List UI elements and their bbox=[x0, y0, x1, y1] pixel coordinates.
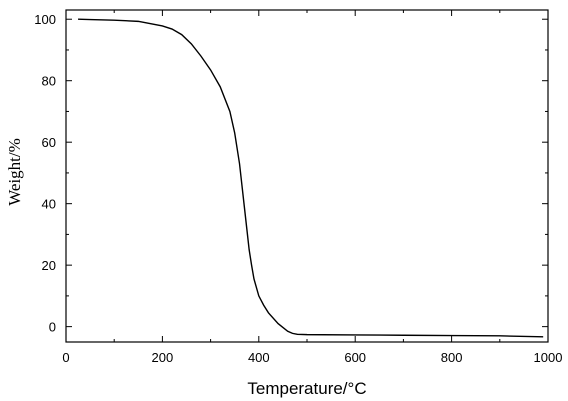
y-tick-label: 100 bbox=[34, 12, 56, 27]
x-tick-label: 1000 bbox=[534, 350, 563, 365]
x-axis-title: Temperature/°C bbox=[247, 379, 366, 398]
plot-frame bbox=[65, 9, 549, 343]
y-tick-label: 0 bbox=[49, 320, 56, 335]
y-tick-label: 20 bbox=[42, 258, 56, 273]
y-tick-label: 60 bbox=[42, 135, 56, 150]
x-axis-ticks: 0 200 400 600 800 1000 bbox=[62, 10, 562, 365]
x-tick-label: 0 bbox=[62, 350, 69, 365]
y-axis-ticks: 0 20 40 60 80 100 bbox=[34, 12, 548, 335]
x-tick-label: 200 bbox=[152, 350, 174, 365]
x-tick-label: 600 bbox=[344, 350, 366, 365]
y-tick-label: 80 bbox=[42, 74, 56, 89]
y-axis-title: Weight/% bbox=[5, 138, 24, 206]
x-tick-label: 400 bbox=[248, 350, 270, 365]
x-tick-label: 800 bbox=[441, 350, 463, 365]
y-tick-label: 40 bbox=[42, 197, 56, 212]
weight-loss-curve bbox=[78, 18, 544, 338]
